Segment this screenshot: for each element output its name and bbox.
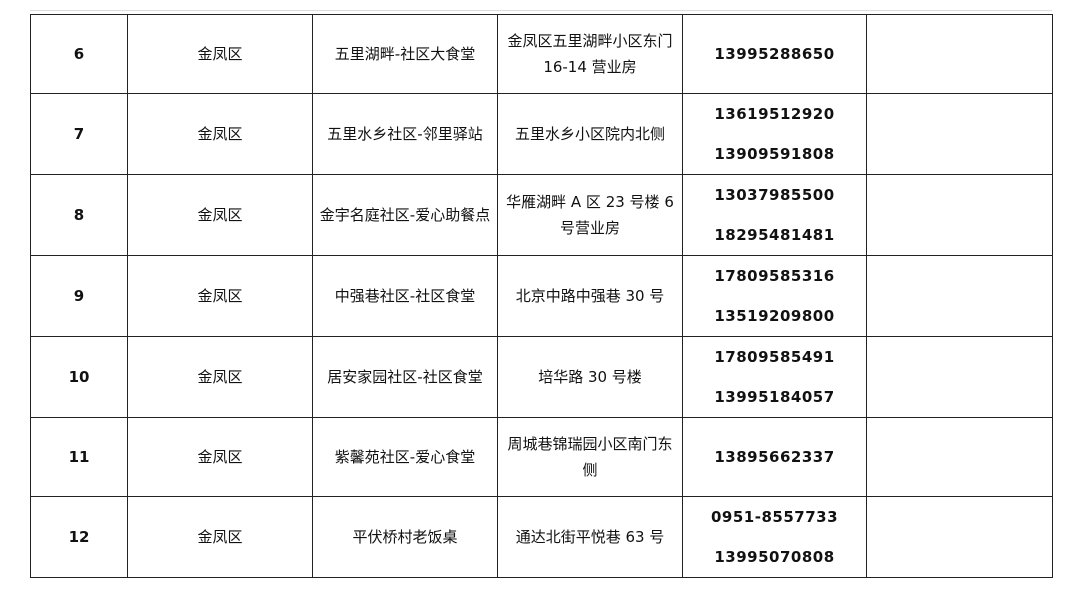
- phone-number: 17809585316: [714, 267, 835, 285]
- note-cell: [866, 174, 1053, 256]
- phone-number: 13909591808: [714, 145, 835, 163]
- site-name: 居安家园社区-社区食堂: [312, 336, 498, 418]
- row-number: 9: [30, 255, 128, 337]
- row-number: 7: [30, 93, 128, 175]
- district: 金凤区: [127, 174, 313, 256]
- district: 金凤区: [127, 255, 313, 337]
- phone-number: 18295481481: [714, 226, 835, 244]
- district: 金凤区: [127, 93, 313, 175]
- phone-number: 13895662337: [714, 448, 835, 466]
- address: 金凤区五里湖畔小区东门16-14 营业房: [497, 14, 683, 94]
- phone-number: 13995070808: [714, 548, 835, 566]
- phone-cell: 13895662337: [682, 417, 867, 497]
- site-name: 平伏桥村老饭桌: [312, 496, 498, 578]
- district: 金凤区: [127, 14, 313, 94]
- phone-number: 17809585491: [714, 348, 835, 366]
- note-cell: [866, 14, 1053, 94]
- row-number: 10: [30, 336, 128, 418]
- phone-cell: 13619512920 13909591808: [682, 93, 867, 175]
- phone-cell: 17809585316 13519209800: [682, 255, 867, 337]
- row-number: 12: [30, 496, 128, 578]
- district: 金凤区: [127, 417, 313, 497]
- table-body: 6 金凤区 五里湖畔-社区大食堂 金凤区五里湖畔小区东门16-14 营业房 139952…: [30, 14, 1053, 578]
- table-row: 7 金凤区 五里水乡社区-邻里驿站 五里水乡小区院内北侧 13619512920 1390…: [30, 93, 1053, 175]
- canteen-table: 6 金凤区 五里湖畔-社区大食堂 金凤区五里湖畔小区东门16-14 营业房 139952…: [30, 14, 1053, 578]
- table-row: 8 金凤区 金宇名庭社区-爱心助餐点 华雁湖畔 A 区 23 号楼 6 号营业房 130…: [30, 174, 1053, 256]
- address: 周城巷锦瑞园小区南门东侧: [497, 417, 683, 497]
- site-name: 五里湖畔-社区大食堂: [312, 14, 498, 94]
- table-row: 12 金凤区 平伏桥村老饭桌 通达北街平悦巷 63 号 0951-8557733 1399…: [30, 496, 1053, 578]
- row-number: 11: [30, 417, 128, 497]
- address: 华雁湖畔 A 区 23 号楼 6 号营业房: [497, 174, 683, 256]
- phone-number: 13619512920: [714, 105, 835, 123]
- table-row: 11 金凤区 紫馨苑社区-爱心食堂 周城巷锦瑞园小区南门东侧 13895662337: [30, 417, 1053, 497]
- site-name: 金宇名庭社区-爱心助餐点: [312, 174, 498, 256]
- phone-cell: 13995288650: [682, 14, 867, 94]
- district: 金凤区: [127, 336, 313, 418]
- address: 五里水乡小区院内北侧: [497, 93, 683, 175]
- table-row: 6 金凤区 五里湖畔-社区大食堂 金凤区五里湖畔小区东门16-14 营业房 139952…: [30, 14, 1053, 94]
- phone-number: 13519209800: [714, 307, 835, 325]
- site-name: 五里水乡社区-邻里驿站: [312, 93, 498, 175]
- phone-cell: 0951-8557733 13995070808: [682, 496, 867, 578]
- note-cell: [866, 336, 1053, 418]
- site-name: 紫馨苑社区-爱心食堂: [312, 417, 498, 497]
- row-number: 8: [30, 174, 128, 256]
- note-cell: [866, 93, 1053, 175]
- address: 培华路 30 号楼: [497, 336, 683, 418]
- phone-cell: 13037985500 18295481481: [682, 174, 867, 256]
- phone-number: 13037985500: [714, 186, 835, 204]
- site-name: 中强巷社区-社区食堂: [312, 255, 498, 337]
- phone-number: 13995288650: [714, 45, 835, 63]
- phone-number: 0951-8557733: [710, 508, 839, 526]
- table-row: 10 金凤区 居安家园社区-社区食堂 培华路 30 号楼 17809585491 1399…: [30, 336, 1053, 418]
- table-row: 9 金凤区 中强巷社区-社区食堂 北京中路中强巷 30 号 17809585316 135…: [30, 255, 1053, 337]
- district: 金凤区: [127, 496, 313, 578]
- address: 通达北街平悦巷 63 号: [497, 496, 683, 578]
- phone-number: 13995184057: [714, 388, 835, 406]
- note-cell: [866, 255, 1053, 337]
- note-cell: [866, 496, 1053, 578]
- phone-cell: 17809585491 13995184057: [682, 336, 867, 418]
- row-number: 6: [30, 14, 128, 94]
- page-edge: [30, 10, 1052, 11]
- note-cell: [866, 417, 1053, 497]
- address: 北京中路中强巷 30 号: [497, 255, 683, 337]
